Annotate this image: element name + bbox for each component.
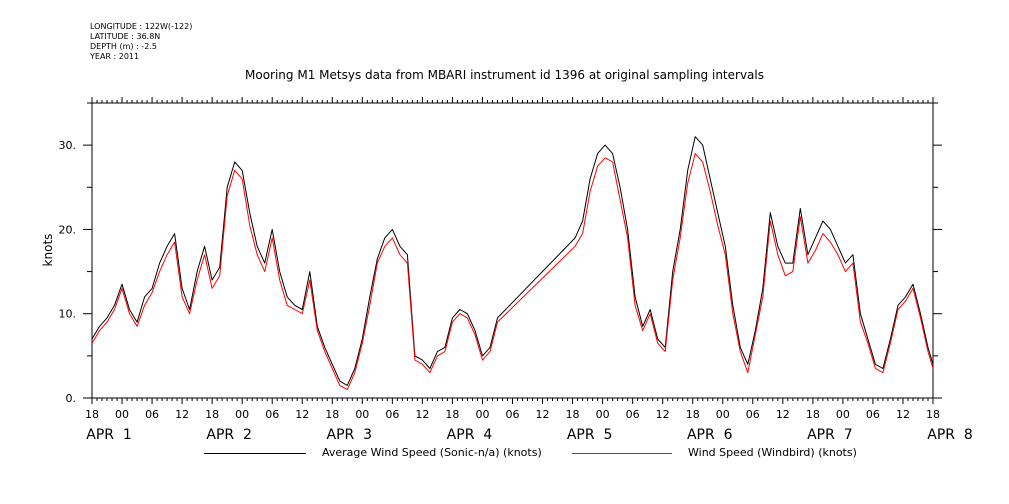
x-tick-label: 06 bbox=[626, 408, 640, 421]
date-label: APR 7 bbox=[807, 427, 853, 443]
x-tick-label: 00 bbox=[596, 408, 610, 421]
date-label: APR 4 bbox=[447, 427, 493, 443]
x-tick-label: 18 bbox=[566, 408, 580, 421]
chart-title: Mooring M1 Metsys data from MBARI instru… bbox=[245, 68, 764, 82]
plot-axes: 0. 10. 20. 30. 18 00 06 12 18 00 06 12 18 00 06 12 18 00 0… bbox=[59, 97, 973, 443]
legend-label-sonic: Average Wind Speed (Sonic-n/a) (knots) bbox=[322, 446, 542, 459]
x-tick-label: 18 bbox=[325, 408, 339, 421]
x-tick-label: 06 bbox=[866, 408, 880, 421]
y-tick-label: 30. bbox=[59, 139, 77, 152]
x-tick-label: 12 bbox=[175, 408, 189, 421]
legend-swatch-windbird bbox=[572, 453, 672, 454]
date-label: APR 5 bbox=[567, 427, 613, 443]
latitude-label: LATITUDE : 36.8N bbox=[90, 32, 161, 41]
y-tick-label: 10. bbox=[59, 308, 77, 321]
mooring-metadata: LONGITUDE : 122W(-122) LATITUDE : 36.8N … bbox=[90, 22, 192, 62]
legend-label-windbird: Wind Speed (Windbird) (knots) bbox=[688, 446, 857, 459]
depth-label: DEPTH (m) : -2.5 bbox=[90, 42, 157, 51]
x-tick-label: 18 bbox=[806, 408, 820, 421]
x-tick-label: 18 bbox=[205, 408, 219, 421]
year-label: YEAR : 2011 bbox=[90, 52, 140, 61]
x-tick-label: 06 bbox=[265, 408, 279, 421]
x-tick-label: 12 bbox=[776, 408, 790, 421]
longitude-label: LONGITUDE : 122W(-122) bbox=[90, 22, 193, 31]
x-tick-label: 00 bbox=[475, 408, 489, 421]
date-label: APR 1 bbox=[86, 427, 132, 443]
x-tick-label: 06 bbox=[746, 408, 760, 421]
x-tick-label: 12 bbox=[536, 408, 550, 421]
x-tick-label: 18 bbox=[686, 408, 700, 421]
date-label: APR 6 bbox=[687, 427, 733, 443]
date-label: APR 2 bbox=[206, 427, 252, 443]
x-tick-label: 06 bbox=[145, 408, 159, 421]
date-label: APR 8 bbox=[927, 427, 973, 443]
x-tick-label: 00 bbox=[355, 408, 369, 421]
y-tick-label: 0. bbox=[66, 392, 77, 405]
x-tick-label: 06 bbox=[385, 408, 399, 421]
series-layer bbox=[91, 136, 934, 391]
x-tick-label: 00 bbox=[115, 408, 129, 421]
x-tick-label: 06 bbox=[506, 408, 520, 421]
x-tick-label: 12 bbox=[656, 408, 670, 421]
series-line-sonic bbox=[91, 136, 934, 386]
legend-swatch-sonic bbox=[204, 453, 306, 454]
x-tick-label: 00 bbox=[836, 408, 850, 421]
x-tick-label: 00 bbox=[716, 408, 730, 421]
x-tick-label: 18 bbox=[85, 408, 99, 421]
x-tick-label: 12 bbox=[896, 408, 910, 421]
date-label: APR 3 bbox=[327, 427, 373, 443]
x-tick-label: 18 bbox=[445, 408, 459, 421]
y-axis-label: knots bbox=[41, 234, 55, 267]
series-line-windbird bbox=[91, 153, 934, 391]
x-tick-label: 00 bbox=[235, 408, 249, 421]
x-tick-label: 18 bbox=[926, 408, 940, 421]
y-tick-label: 20. bbox=[59, 223, 77, 236]
x-tick-label: 12 bbox=[415, 408, 429, 421]
x-tick-label: 12 bbox=[295, 408, 309, 421]
